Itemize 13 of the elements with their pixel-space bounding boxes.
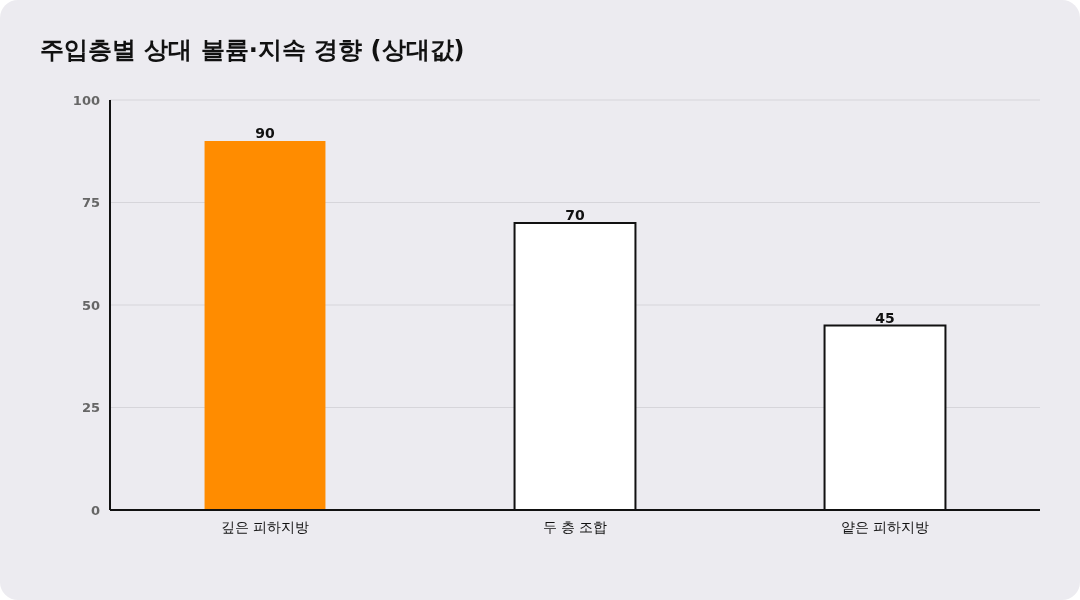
y-tick-label: 25 [81, 400, 100, 416]
data-label: 45 [875, 309, 895, 326]
bar [204, 141, 326, 510]
y-tick-label: 0 [90, 502, 100, 518]
y-tick-label: 50 [81, 297, 100, 313]
y-tick-label: 75 [81, 195, 100, 211]
data-label: 90 [255, 125, 275, 141]
y-tick-label: 100 [72, 92, 100, 108]
data-label: 70 [565, 207, 585, 223]
x-tick-label: 깊은 피하지방 [220, 519, 310, 535]
chart-title: 주입층별 상대 볼륨·지속 경향 (상대값) [40, 36, 465, 64]
x-tick-label: 두 층 조합 [542, 519, 608, 535]
x-tick-label: 얕은 피하지방 [840, 519, 930, 535]
